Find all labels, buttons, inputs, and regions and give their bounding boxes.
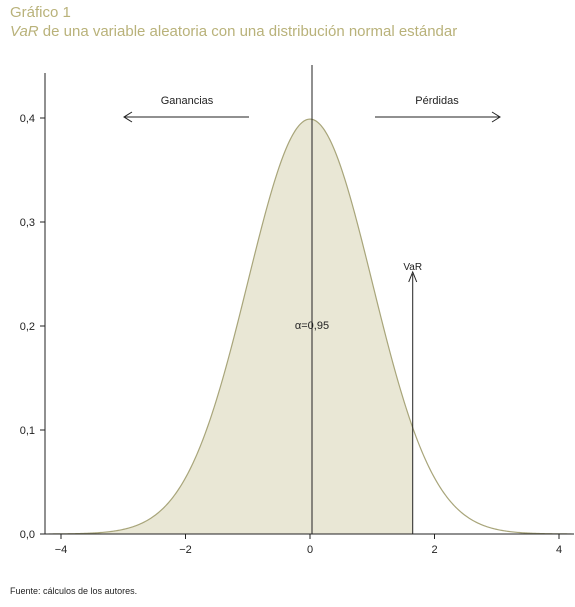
chart-title-italic: VaR	[10, 23, 39, 40]
losses-label: Pérdidas	[415, 95, 459, 107]
gains-label: Ganancias	[161, 95, 214, 107]
y-tick-label: 0,4	[20, 113, 35, 125]
shaded-region	[48, 119, 413, 534]
chart-number: Gráfico 1	[10, 4, 71, 21]
var-label: VaR	[403, 262, 422, 273]
y-tick-label: 0,1	[20, 425, 35, 437]
plot-area: 0,0 0,1 0,2 0,3 0,4 −4 −2 0 2 4 VaR α=0,95 Ganancias…	[20, 65, 574, 556]
x-tick-label: 0	[307, 544, 313, 556]
chart-title: VaR de una variable aleatoria con una di…	[10, 22, 570, 41]
y-tick-label: 0,2	[20, 321, 35, 333]
var-arrowhead	[408, 270, 418, 283]
alpha-label: α=0,95	[295, 320, 329, 332]
chart-title-rest: de una variable aleatoria con una distri…	[38, 23, 458, 40]
x-tick-label: −2	[179, 544, 192, 556]
y-tick-label: 0,0	[20, 529, 35, 541]
chart-header: Gráfico 1 VaR de una variable aleatoria …	[10, 3, 570, 41]
gains-arrowhead	[123, 111, 133, 123]
density-curve	[48, 118, 572, 535]
losses-arrowhead	[491, 111, 501, 123]
x-tick-label: 4	[556, 544, 562, 556]
x-tick-label: −4	[55, 544, 68, 556]
y-tick-label: 0,3	[20, 217, 35, 229]
x-tick-label: 2	[431, 544, 437, 556]
source-note: Fuente: cálculos de los autores.	[10, 586, 138, 596]
